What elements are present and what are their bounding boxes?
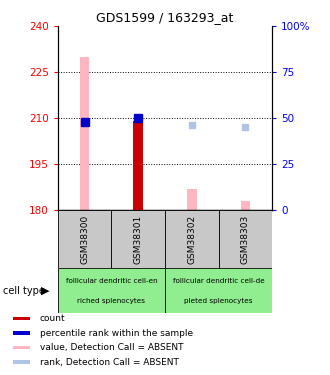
Bar — [58, 210, 112, 268]
Text: GSM38300: GSM38300 — [80, 214, 89, 264]
Bar — [165, 210, 218, 268]
Bar — [165, 268, 272, 313]
Text: ▶: ▶ — [41, 286, 50, 296]
Bar — [187, 189, 197, 210]
Bar — [58, 268, 165, 313]
Text: rank, Detection Call = ABSENT: rank, Detection Call = ABSENT — [40, 358, 179, 367]
Bar — [218, 210, 272, 268]
Bar — [13, 317, 30, 320]
Text: riched splenocytes: riched splenocytes — [77, 297, 146, 303]
Text: GSM38301: GSM38301 — [134, 214, 143, 264]
Bar — [241, 201, 250, 210]
Bar — [13, 332, 30, 334]
Bar — [13, 346, 30, 349]
Bar — [133, 121, 143, 210]
Text: percentile rank within the sample: percentile rank within the sample — [40, 328, 193, 338]
Text: count: count — [40, 314, 65, 323]
Text: GSM38303: GSM38303 — [241, 214, 250, 264]
Text: GSM38302: GSM38302 — [187, 214, 196, 264]
Text: follicular dendritic cell-en: follicular dendritic cell-en — [66, 278, 157, 284]
Text: value, Detection Call = ABSENT: value, Detection Call = ABSENT — [40, 343, 183, 352]
Title: GDS1599 / 163293_at: GDS1599 / 163293_at — [96, 11, 234, 24]
Bar — [112, 210, 165, 268]
Text: follicular dendritic cell-de: follicular dendritic cell-de — [173, 278, 265, 284]
Bar — [80, 57, 89, 210]
Bar — [13, 360, 30, 364]
Text: pleted splenocytes: pleted splenocytes — [184, 297, 253, 303]
Text: cell type: cell type — [3, 286, 45, 296]
